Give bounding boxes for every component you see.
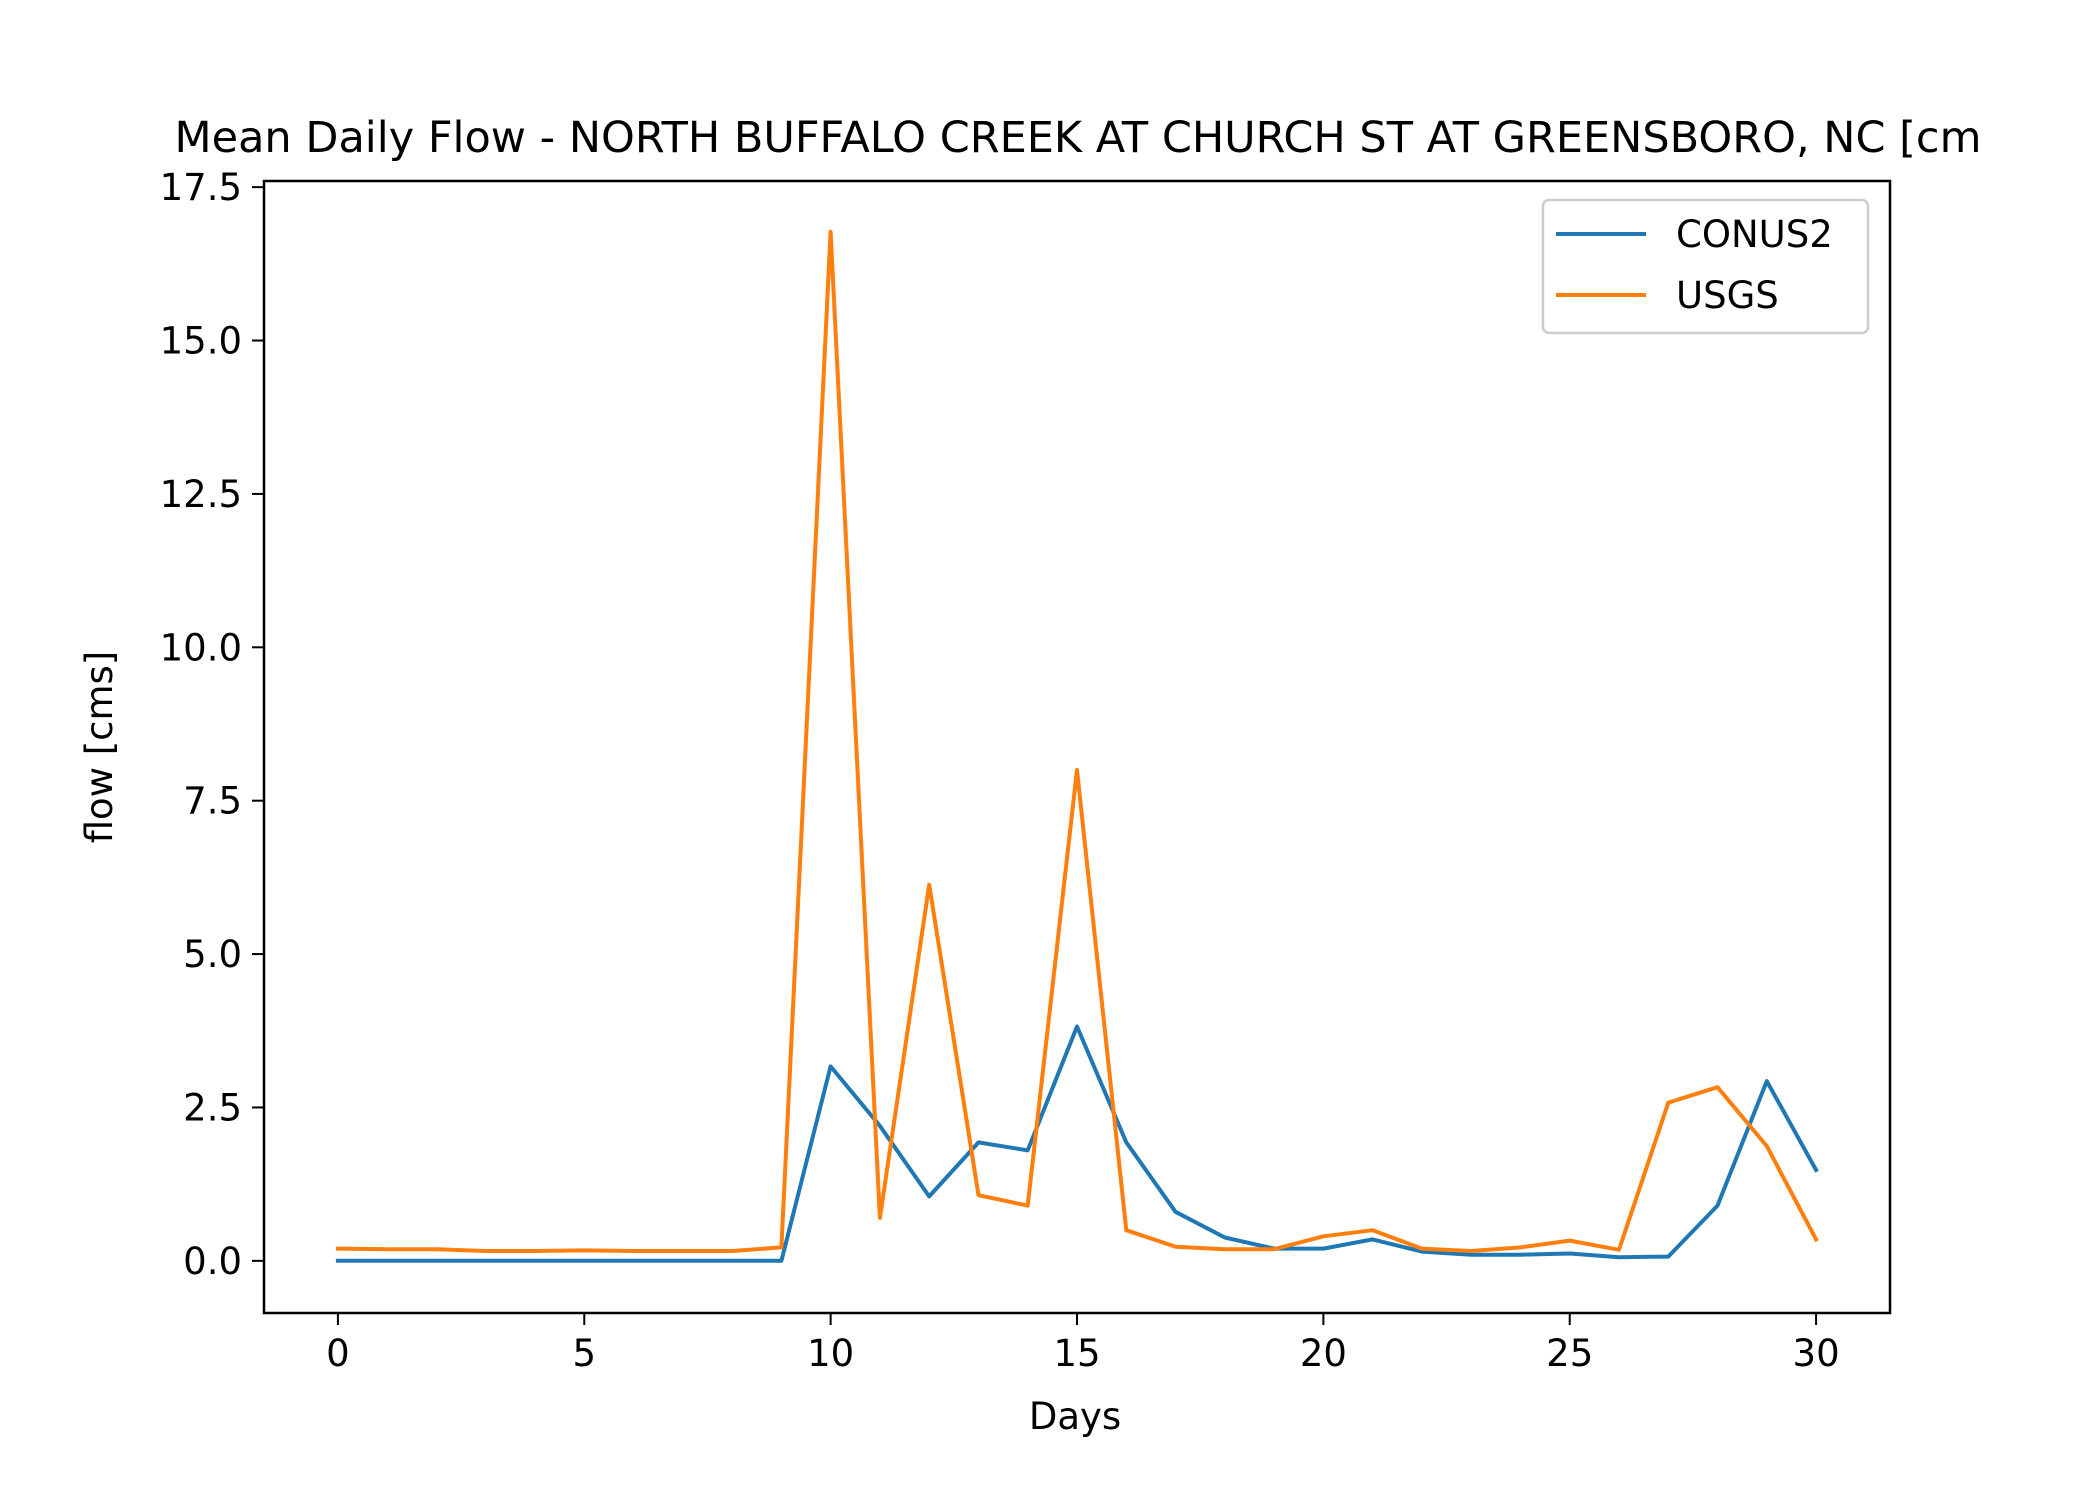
legend: CONUS2 USGS bbox=[1541, 198, 1870, 335]
legend-label-conus2: CONUS2 bbox=[1676, 213, 1833, 256]
x-tick-label: 0 bbox=[326, 1332, 350, 1375]
series-line-conus2 bbox=[335, 1024, 1819, 1263]
y-tick-label: 5.0 bbox=[183, 933, 242, 976]
plot-area: 0 5 10 15 20 25 30 0.0 2.5 5.0 7.5 10.0 12.5 15.0 17.5 bbox=[160, 166, 1892, 1375]
x-tick-label: 5 bbox=[572, 1332, 596, 1375]
y-tick-label: 17.5 bbox=[160, 166, 242, 209]
legend-label-usgs: USGS bbox=[1676, 274, 1779, 317]
y-tick-label: 12.5 bbox=[160, 473, 242, 516]
series-line-usgs bbox=[335, 229, 1819, 1253]
x-axis-label: Days bbox=[1029, 1395, 1121, 1438]
x-tick-label: 25 bbox=[1546, 1332, 1593, 1375]
y-tick-label: 2.5 bbox=[183, 1086, 242, 1129]
x-tick-label: 20 bbox=[1300, 1332, 1347, 1375]
x-tick-label: 10 bbox=[807, 1332, 854, 1375]
x-tick-label: 30 bbox=[1793, 1332, 1840, 1375]
y-tick-label: 7.5 bbox=[183, 780, 242, 823]
y-tick-label: 0.0 bbox=[183, 1240, 242, 1283]
y-axis-label: flow [cms] bbox=[78, 651, 121, 844]
y-tick-label: 15.0 bbox=[160, 320, 242, 363]
chart-title: Mean Daily Flow - NORTH BUFFALO CREEK AT… bbox=[175, 113, 1982, 163]
x-tick-label: 15 bbox=[1053, 1332, 1100, 1375]
y-tick-label: 10.0 bbox=[160, 626, 242, 669]
